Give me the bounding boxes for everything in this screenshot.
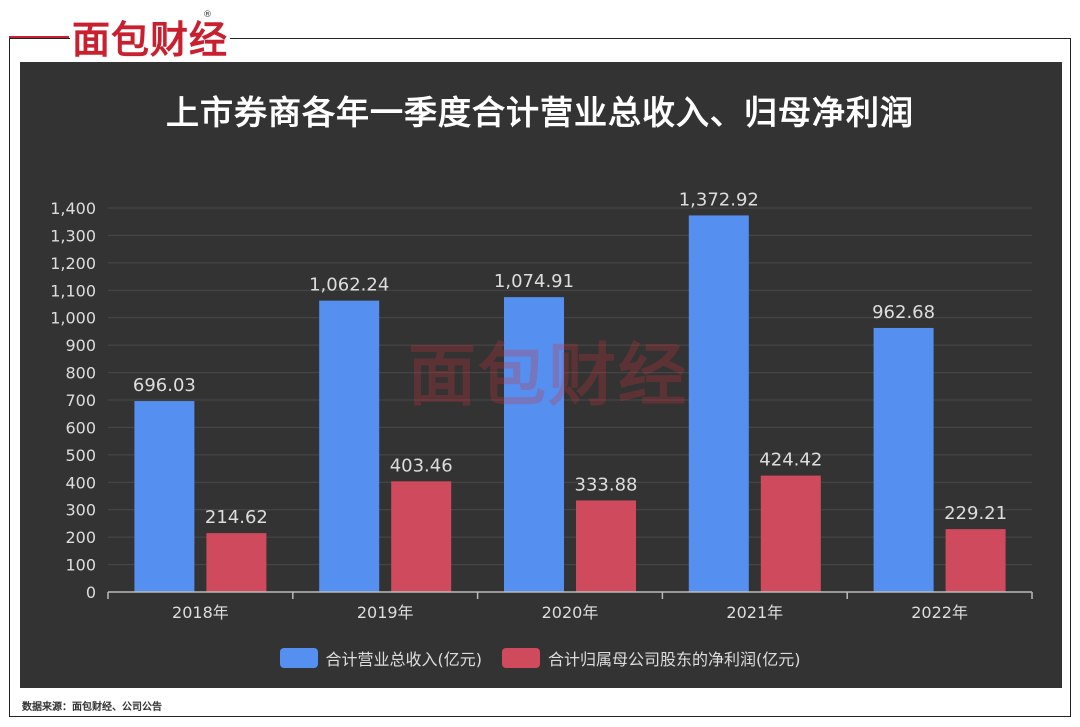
frame-accent-line: [9, 36, 69, 38]
legend-swatch-revenue: [279, 648, 318, 668]
outer-frame: [9, 38, 1071, 717]
y-tick-label: 0: [86, 583, 96, 602]
y-tick-label: 500: [65, 446, 96, 465]
y-tick-label: 400: [65, 473, 96, 492]
data-label: 962.68: [872, 302, 935, 323]
y-tick-label: 1,200: [50, 254, 96, 273]
data-label: 229.21: [944, 503, 1007, 524]
y-tick-label: 300: [65, 501, 96, 520]
data-label: 1,372.92: [679, 189, 759, 210]
bar-revenue: [873, 327, 934, 592]
data-label: 403.46: [390, 455, 453, 476]
legend-item-revenue[interactable]: 合计营业总收入(亿元): [279, 646, 483, 670]
logo-text: 面包财经: [71, 17, 228, 62]
data-labels: 696.03 214.62 1,062.24 403.46 1,074.91 333.88…: [133, 189, 1007, 528]
bar-profit: [206, 533, 267, 592]
x-tick-label: 2022年: [911, 603, 968, 622]
brand-logo: 面包财经 ®: [70, 10, 230, 62]
data-label: 424.42: [759, 450, 822, 471]
bar-profit: [760, 475, 821, 592]
bar-revenue: [504, 297, 564, 592]
registered-mark: ®: [203, 10, 212, 20]
bar-profit: [391, 481, 452, 592]
legend-label-revenue: 合计营业总收入(亿元): [325, 650, 483, 669]
chart-title: 上市券商各年一季度合计营业总收入、归母净利润: [166, 93, 914, 132]
x-tick-label: 2021年: [726, 603, 783, 622]
bar-profit: [945, 529, 1006, 592]
legend: 合计营业总收入(亿元) 合计归属母公司股东的净利润(亿元): [0, 646, 1080, 670]
data-label: 1,062.24: [309, 275, 389, 296]
legend-item-profit[interactable]: 合计归属母公司股东的净利润(亿元): [502, 646, 801, 670]
y-tick-label: 1,300: [50, 226, 96, 245]
y-axis-ticks: 0 100 200 300 400 500 600 700 800 900 1,000 1,100 1,…: [50, 199, 96, 602]
y-tick-label: 700: [65, 391, 96, 410]
data-label: 214.62: [205, 507, 268, 528]
x-axis: 2018年 2019年 2020年 2021年 2022年: [107, 591, 1033, 622]
y-tick-label: 1,100: [50, 281, 96, 300]
x-tick-label: 2018年: [172, 603, 229, 622]
data-label: 333.88: [575, 474, 638, 495]
data-label: 1,074.91: [494, 271, 574, 292]
legend-label-profit: 合计归属母公司股东的净利润(亿元): [548, 650, 801, 669]
source-note: 数据来源：面包财经、公司公告: [22, 702, 162, 713]
data-label: 696.03: [133, 375, 196, 396]
watermark: 面包财经: [408, 337, 689, 416]
y-tick-label: 600: [65, 418, 96, 437]
x-tick-label: 2020年: [542, 603, 599, 622]
legend-swatch-profit: [502, 648, 540, 668]
bar-revenue: [134, 401, 195, 592]
y-tick-label: 900: [65, 336, 96, 355]
y-tick-label: 800: [65, 364, 96, 383]
bar-revenue: [688, 215, 749, 592]
y-tick-label: 1,400: [50, 199, 96, 218]
y-tick-label: 1,000: [50, 309, 96, 328]
x-tick-label: 2019年: [357, 603, 414, 622]
bar-revenue: [319, 300, 380, 592]
bar-group: [134, 215, 1006, 592]
y-tick-label: 200: [65, 528, 96, 547]
bar-profit: [576, 500, 636, 592]
y-tick-label: 100: [65, 556, 96, 575]
